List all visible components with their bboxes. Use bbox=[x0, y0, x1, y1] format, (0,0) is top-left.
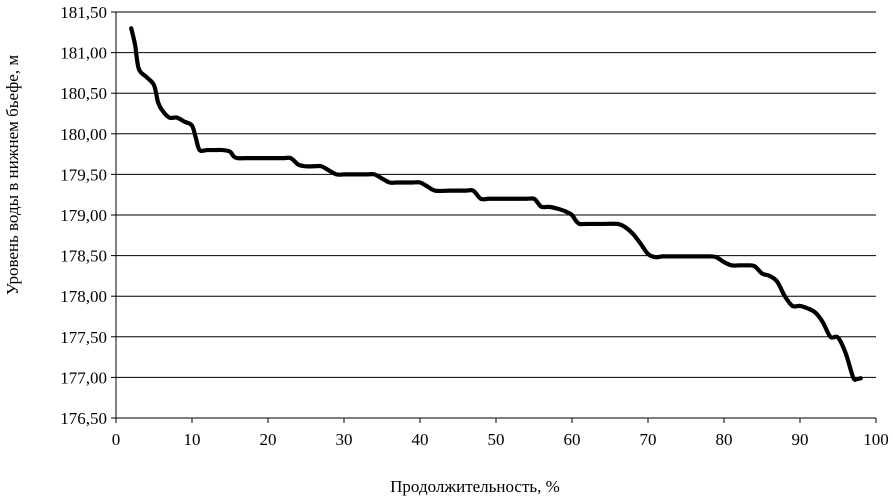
series-line bbox=[129, 26, 863, 382]
y-tick-label: 179,50 bbox=[60, 165, 107, 184]
x-tick-label: 30 bbox=[336, 430, 353, 449]
x-axis-title: Продолжительность, % bbox=[390, 477, 560, 496]
x-tick-label: 80 bbox=[716, 430, 733, 449]
y-tick-label: 178,00 bbox=[60, 287, 107, 306]
x-tick-label: 60 bbox=[564, 430, 581, 449]
x-tick-label: 0 bbox=[112, 430, 121, 449]
x-tick-label: 50 bbox=[488, 430, 505, 449]
y-tick-label: 179,00 bbox=[60, 206, 107, 225]
y-tick-label: 177,00 bbox=[60, 368, 107, 387]
y-tick-label: 177,50 bbox=[60, 328, 107, 347]
x-tick-label: 10 bbox=[184, 430, 201, 449]
x-tick-labels: 0 10 20 30 40 50 60 70 80 90 100 bbox=[112, 418, 889, 449]
gridlines bbox=[116, 11, 876, 378]
y-tick-label: 181,00 bbox=[60, 44, 107, 63]
y-tick-labels: 176,50 177,00 177,50 178,00 178,50 179,00 179,… bbox=[60, 3, 116, 428]
series-layer bbox=[129, 26, 863, 382]
x-tick-label: 90 bbox=[792, 430, 809, 449]
x-tick-label: 70 bbox=[640, 430, 657, 449]
y-tick-label: 181,50 bbox=[60, 3, 107, 22]
y-tick-label: 178,50 bbox=[60, 247, 107, 266]
y-axis-title: Уровень воды в нижнем бьефе, м bbox=[3, 55, 22, 295]
y-tick-label: 180,50 bbox=[60, 84, 107, 103]
x-tick-label: 100 bbox=[863, 430, 889, 449]
y-tick-label: 176,50 bbox=[60, 409, 107, 428]
x-tick-label: 20 bbox=[260, 430, 277, 449]
y-tick-label: 180,00 bbox=[60, 125, 107, 144]
x-tick-label: 40 bbox=[412, 430, 429, 449]
